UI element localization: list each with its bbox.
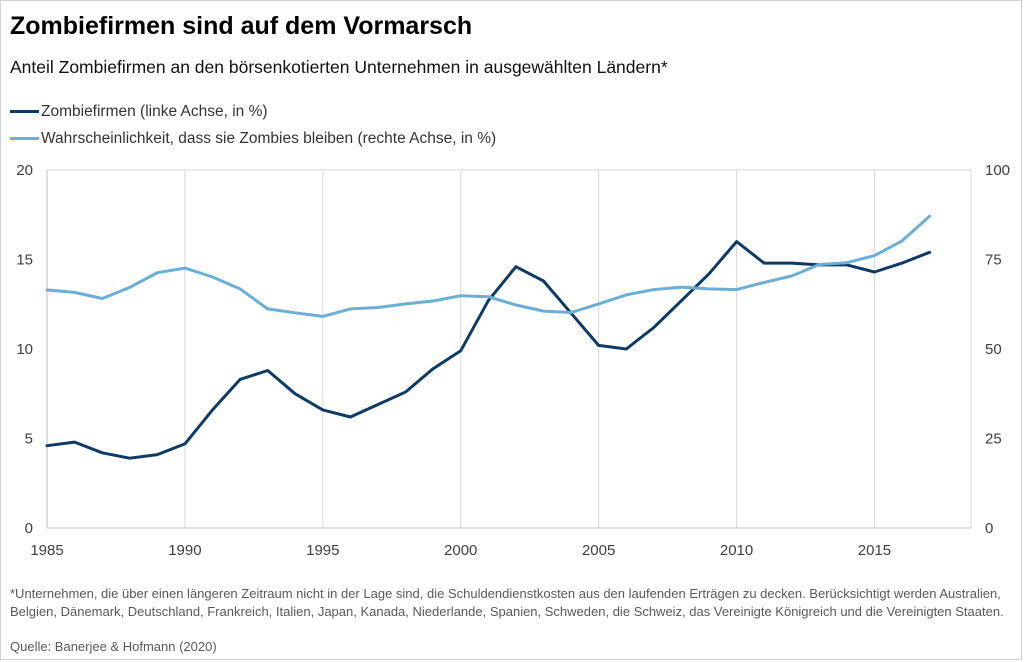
y-left-tick-label: 10 [16, 341, 33, 358]
y-left-tick-label: 15 [16, 252, 33, 269]
y-right-tick-label: 75 [985, 252, 1002, 269]
legend-label-zombiefirmen: Zombiefirmen (linke Achse, in %) [41, 102, 268, 120]
y-left-tick-label: 0 [25, 520, 33, 537]
y-right-tick-label: 50 [985, 341, 1002, 358]
legend-label-wahrscheinlichkeit: Wahrscheinlichkeit, dass sie Zombies ble… [41, 129, 497, 147]
x-tick-label: 1990 [168, 542, 201, 559]
legend-swatch-wahrscheinlichkeit [10, 137, 39, 140]
y-left-tick-label: 5 [25, 431, 33, 448]
x-tick-label: 1985 [30, 542, 63, 559]
y-right-tick-label: 100 [985, 162, 1010, 179]
x-tick-label: 2005 [582, 542, 615, 559]
legend-item-zombiefirmen: Zombiefirmen (linke Achse, in %) [10, 98, 496, 125]
series-line-wahrscheinlichkeit [45, 214, 932, 318]
y-right-tick-label: 25 [985, 431, 1002, 448]
x-tick-label: 2015 [858, 542, 891, 559]
chart-subtitle: Anteil Zombiefirmen an den börsenkotiert… [10, 57, 668, 77]
source-note: Quelle: Banerjee & Hofmann (2020) [10, 639, 217, 654]
legend-swatch-zombiefirmen [10, 110, 39, 113]
x-tick-label: 2010 [720, 542, 753, 559]
legend: Zombiefirmen (linke Achse, in %) Wahrsch… [10, 98, 496, 152]
y-right-tick-label: 0 [985, 520, 993, 537]
x-tick-label: 2000 [444, 542, 477, 559]
series-line-zombiefirmen [45, 240, 932, 460]
chart-title: Zombiefirmen sind auf dem Vormarsch [10, 12, 473, 40]
x-tick-label: 1995 [306, 542, 339, 559]
y-left-tick-label: 20 [16, 162, 33, 179]
legend-item-wahrscheinlichkeit: Wahrscheinlichkeit, dass sie Zombies ble… [10, 125, 496, 152]
footnote: *Unternehmen, die über einen längeren Ze… [10, 586, 1004, 619]
